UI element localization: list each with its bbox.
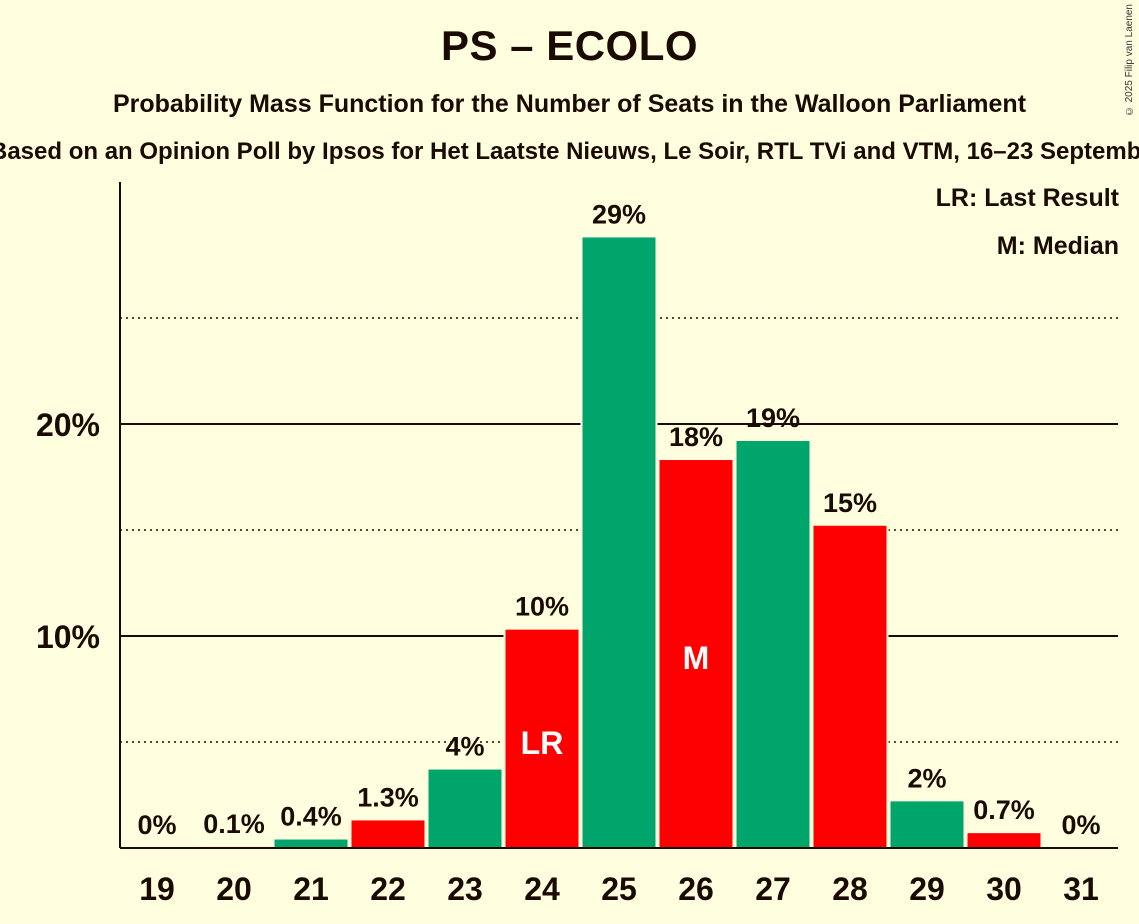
bar-seat-22 xyxy=(351,820,425,848)
chart-source: Based on an Opinion Poll by Ipsos for He… xyxy=(0,138,1139,165)
bar-gap xyxy=(195,843,273,848)
x-tick-label: 28 xyxy=(832,871,868,907)
x-tick-label: 21 xyxy=(293,871,329,907)
bar-value-label: 0% xyxy=(137,810,176,840)
bar-seat-23 xyxy=(428,769,502,848)
x-tick-label: 20 xyxy=(216,871,252,907)
x-tick-label: 24 xyxy=(524,871,560,907)
legend-last-result: LR: Last Result xyxy=(935,184,1119,212)
x-tick-label: 31 xyxy=(1063,871,1099,907)
bar-seat-21 xyxy=(274,839,348,848)
x-tick-label: 22 xyxy=(370,871,406,907)
x-tick-label: 26 xyxy=(678,871,714,907)
chart-title: PS – ECOLO xyxy=(440,22,699,69)
last-result-marker: LR xyxy=(521,725,564,761)
bar-value-label: 2% xyxy=(907,763,946,793)
bar-value-label: 0% xyxy=(1061,810,1100,840)
bar-seat-26 xyxy=(659,460,733,848)
x-tick-label: 19 xyxy=(139,871,175,907)
y-tick-label: 20% xyxy=(36,407,100,443)
x-tick-label: 30 xyxy=(986,871,1022,907)
bar-value-label: 0.1% xyxy=(203,809,265,839)
bar-value-label: 15% xyxy=(823,488,877,518)
bar-seat-28 xyxy=(813,525,887,848)
bar-seat-29 xyxy=(890,801,964,848)
legend-median: M: Median xyxy=(996,232,1119,260)
bar-value-label: 29% xyxy=(592,199,646,229)
bar-seat-24 xyxy=(505,629,579,848)
bar-value-label: 19% xyxy=(746,403,800,433)
bar-value-label: 0.7% xyxy=(973,795,1035,825)
x-tick-label: 27 xyxy=(755,871,791,907)
bar-seat-27 xyxy=(736,440,810,848)
x-tick-label: 29 xyxy=(909,871,945,907)
bar-seat-25 xyxy=(582,237,656,848)
bar-value-label: 10% xyxy=(515,592,569,622)
median-marker: M xyxy=(683,640,710,676)
bar-value-label: 18% xyxy=(669,422,723,452)
bar-value-label: 4% xyxy=(445,732,484,762)
bar-value-label: 0.4% xyxy=(280,802,342,832)
bar-seat-30 xyxy=(967,833,1041,848)
y-tick-label: 10% xyxy=(36,619,100,655)
x-tick-label: 23 xyxy=(447,871,483,907)
bar-value-label: 1.3% xyxy=(357,782,419,812)
x-tick-label: 25 xyxy=(601,871,637,907)
chart-subtitle: Probability Mass Function for the Number… xyxy=(112,90,1027,118)
